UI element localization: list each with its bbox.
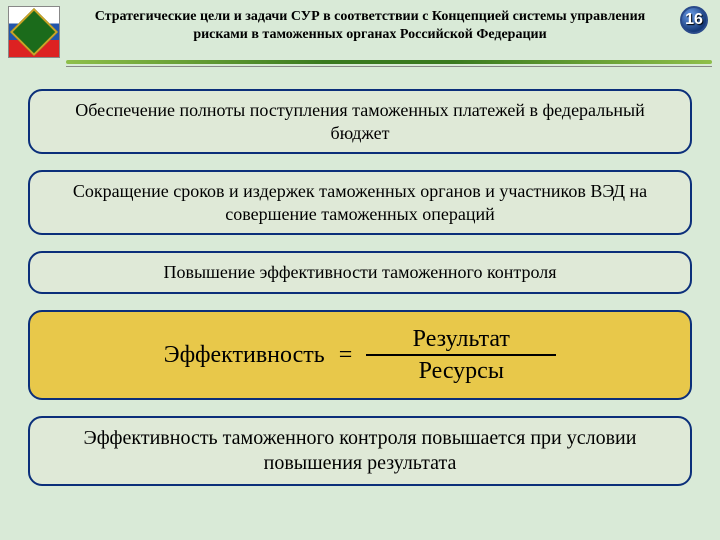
- conclusion-box: Эффективность таможенного контроля повыш…: [28, 416, 692, 486]
- slide-header: Стратегические цели и задачи СУР в соотв…: [0, 0, 720, 58]
- formula-lhs: Эффективность: [164, 340, 325, 370]
- customs-emblem-icon: [8, 6, 60, 58]
- goal-box-1: Обеспечение полноты поступления таможенн…: [28, 89, 692, 154]
- goal-box-3: Повышение эффективности таможенного конт…: [28, 251, 692, 294]
- formula-equals: =: [339, 340, 353, 370]
- fraction-bar-icon: [366, 354, 556, 356]
- slide-title: Стратегические цели и задачи СУР в соотв…: [68, 6, 672, 43]
- goal-box-2: Сокращение сроков и издержек таможенных …: [28, 170, 692, 235]
- formula-denominator: Ресурсы: [419, 358, 504, 384]
- goal-text: Повышение эффективности таможенного конт…: [163, 262, 556, 282]
- page-number-badge: 16: [680, 6, 708, 34]
- goal-text: Сокращение сроков и издержек таможенных …: [73, 181, 647, 224]
- formula-box: Эффективность = Результат Ресурсы: [28, 310, 692, 401]
- conclusion-text: Эффективность таможенного контроля повыш…: [84, 427, 637, 474]
- formula-numerator: Результат: [413, 326, 510, 352]
- formula-fraction: Результат Ресурсы: [366, 326, 556, 385]
- content-stack: Обеспечение полноты поступления таможенн…: [0, 81, 720, 494]
- goal-text: Обеспечение полноты поступления таможенн…: [75, 100, 645, 143]
- header-divider: [0, 60, 720, 67]
